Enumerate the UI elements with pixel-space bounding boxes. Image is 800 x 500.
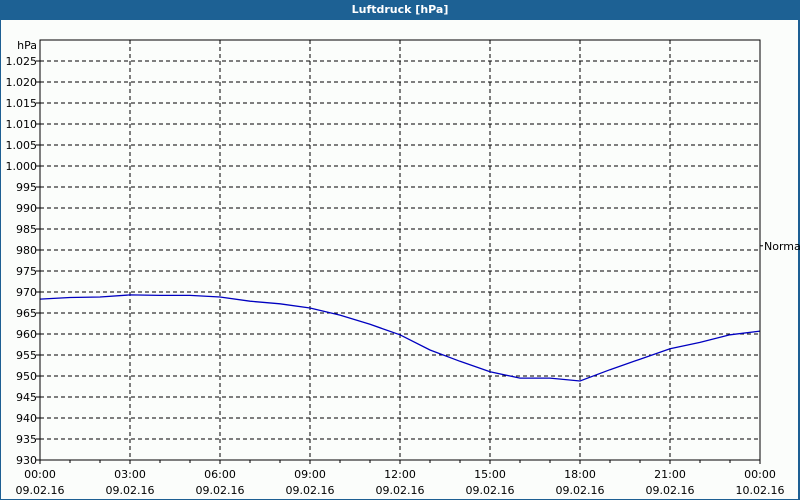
y-tick-label: 1.025 xyxy=(6,55,38,68)
x-tick-time: 15:00 xyxy=(474,468,506,481)
y-axis-unit: hPa xyxy=(17,39,37,52)
y-tick-label: 1.005 xyxy=(6,139,38,152)
y-tick-label: 1.010 xyxy=(6,118,38,131)
y-tick-label: 950 xyxy=(16,370,37,383)
y-tick-label: 1.015 xyxy=(6,97,38,110)
y-tick-label: 975 xyxy=(16,265,37,278)
y-tick-label: 945 xyxy=(16,391,37,404)
x-tick-date: 10.02.16 xyxy=(736,484,785,497)
x-tick-time: 00:00 xyxy=(24,468,56,481)
x-tick-time: 21:00 xyxy=(654,468,686,481)
normal-label: Normal xyxy=(764,240,800,253)
x-tick-date: 09.02.16 xyxy=(466,484,515,497)
x-tick-date: 09.02.16 xyxy=(646,484,695,497)
x-tick-date: 09.02.16 xyxy=(286,484,335,497)
x-tick-date: 09.02.16 xyxy=(106,484,155,497)
y-tick-label: 980 xyxy=(16,244,37,257)
y-tick-label: 940 xyxy=(16,412,37,425)
x-tick-date: 09.02.16 xyxy=(376,484,425,497)
plot-frame xyxy=(39,39,761,461)
normal-marker: Normal xyxy=(760,240,800,253)
y-tick-label: 955 xyxy=(16,349,37,362)
y-tick-label: 1.020 xyxy=(6,76,38,89)
x-tick-time: 03:00 xyxy=(114,468,146,481)
x-tick-time: 06:00 xyxy=(204,468,236,481)
grid-lines xyxy=(40,40,760,460)
x-tick-time: 12:00 xyxy=(384,468,416,481)
x-tick-date: 09.02.16 xyxy=(16,484,65,497)
x-tick-time: 00:00 xyxy=(744,468,776,481)
y-tick-label: 935 xyxy=(16,433,37,446)
x-tick-date: 09.02.16 xyxy=(196,484,245,497)
y-tick-label: 985 xyxy=(16,223,37,236)
pressure-line xyxy=(39,294,761,382)
y-axis: 1.025 1.020 1.015 1.010 1.005 1.000 995 990 985 9… xyxy=(6,39,40,467)
y-tick-label: 965 xyxy=(16,307,37,320)
y-tick-label: 970 xyxy=(16,286,37,299)
y-tick-label: 995 xyxy=(16,181,37,194)
y-tick-label: 930 xyxy=(16,454,37,467)
x-tick-time: 18:00 xyxy=(564,468,596,481)
x-tick-time: 09:00 xyxy=(294,468,326,481)
y-tick-label: 990 xyxy=(16,202,37,215)
y-tick-label: 960 xyxy=(16,328,37,341)
x-tick-date: 09.02.16 xyxy=(556,484,605,497)
chart-title: Luftdruck [hPa] xyxy=(0,0,800,20)
x-axis: 00:00 09.02.16 03:00 09.02.16 06:00 09.02.16 0… xyxy=(16,460,785,497)
y-tick-label: 1.000 xyxy=(6,160,38,173)
